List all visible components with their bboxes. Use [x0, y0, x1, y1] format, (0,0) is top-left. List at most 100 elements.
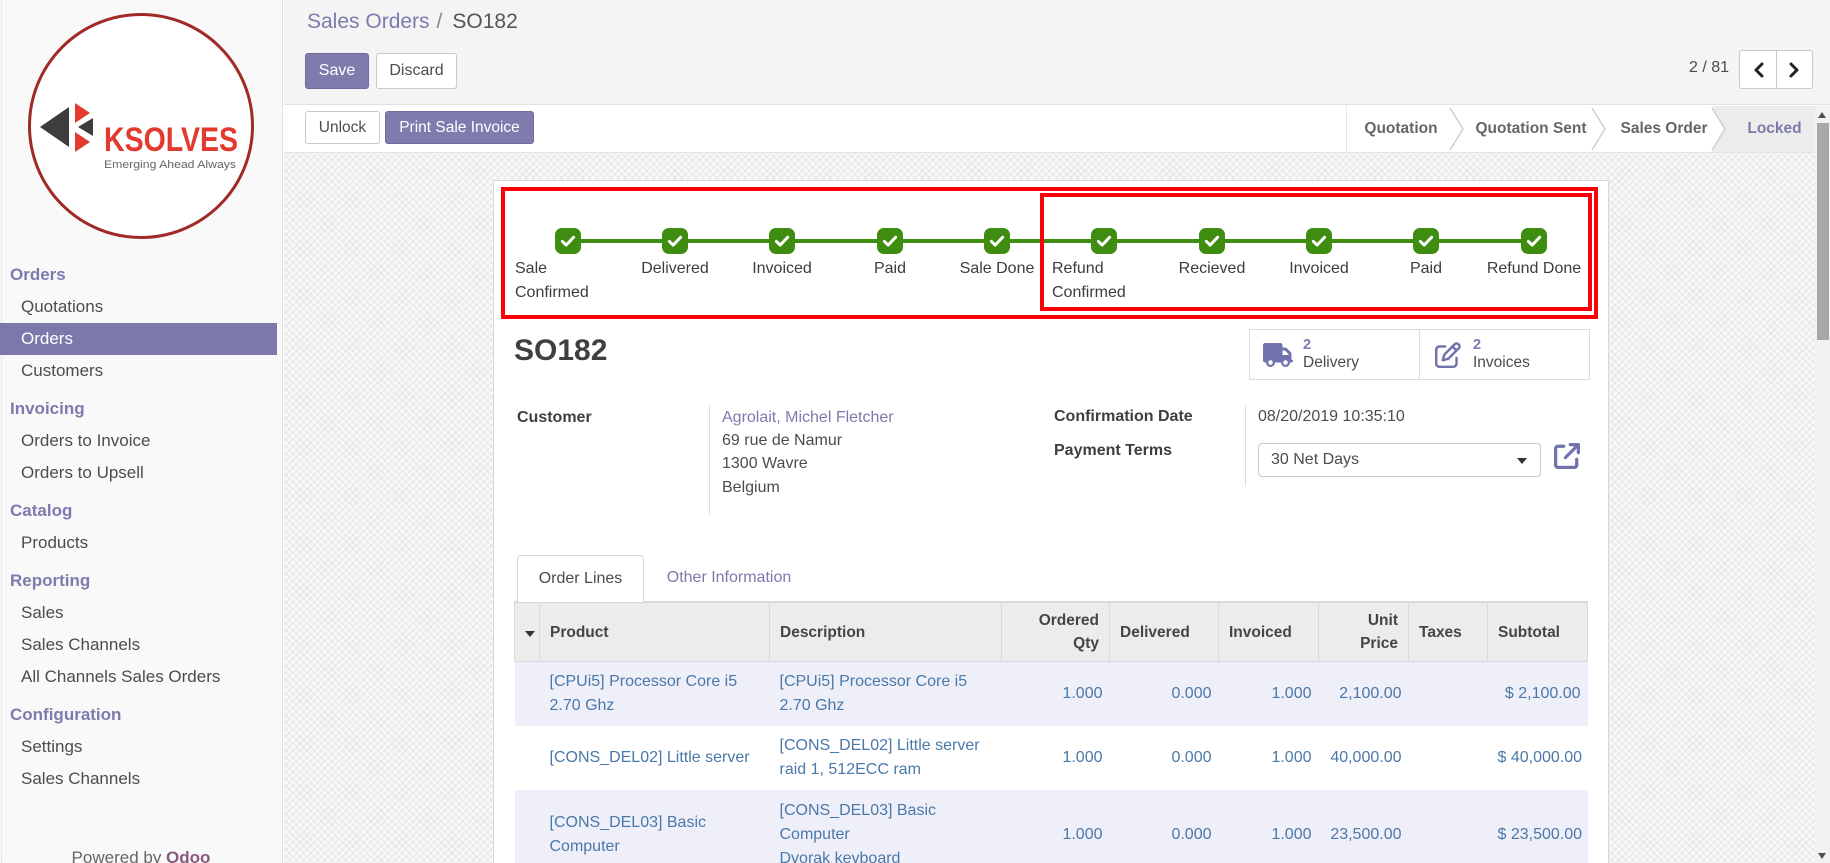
sidebar-item-orders-to-upsell[interactable]: Orders to Upsell — [21, 463, 144, 482]
cell-invoiced[interactable]: 1.000 — [1271, 685, 1312, 702]
order-line-row[interactable]: [CONS_DEL02] Little server [CONS_DEL02] … — [515, 726, 1588, 790]
sidebar-item-config-sales-channels[interactable]: Sales Channels — [21, 769, 141, 788]
column-product[interactable]: Product — [539, 602, 770, 662]
cell-unit-price[interactable]: 40,000.00 — [1330, 749, 1402, 766]
stat-buttons: 2 Delivery 2 Invoices — [1249, 329, 1590, 380]
status-sales-order[interactable]: Sales Order — [1620, 120, 1708, 137]
customer-address-city: 1300 Wavre — [722, 455, 808, 473]
tab-order-lines[interactable]: Order Lines — [517, 555, 644, 603]
sidebar-item-quotations[interactable]: Quotations — [21, 297, 104, 316]
cell-product[interactable]: [CONS_DEL03] Basic Computer — [549, 813, 707, 855]
column-delivered[interactable]: Delivered — [1109, 602, 1219, 662]
column-subtotal[interactable]: Subtotal — [1487, 602, 1588, 662]
status-quotation[interactable]: Quotation — [1364, 120, 1438, 137]
invoices-stat-button[interactable]: 2 Invoices — [1419, 330, 1589, 379]
cell-row-handle — [515, 790, 540, 863]
cell-invoiced[interactable]: 1.000 — [1271, 825, 1312, 843]
statusbar-arrow-icon — [1591, 107, 1606, 151]
workflow-check-refund-paid — [1413, 228, 1439, 254]
control-panel: Sales Orders / SO182 Save Discard 2 / 81 — [284, 0, 1830, 105]
check-icon — [989, 235, 1005, 247]
cell-invoiced[interactable]: 1.000 — [1271, 749, 1312, 766]
sidebar-item-settings[interactable]: Settings — [21, 737, 83, 756]
order-details-field-group: Confirmation Date Payment Terms 08/20/20… — [1051, 406, 1541, 486]
status-locked[interactable]: Locked — [1712, 106, 1815, 152]
cell-taxes[interactable] — [1409, 790, 1488, 863]
cell-description[interactable]: [CONS_DEL02] Little server raid 1, 512EC… — [779, 737, 980, 778]
caret-down-icon — [525, 630, 535, 637]
discard-button[interactable]: Discard — [376, 53, 457, 89]
cell-ordered-qty[interactable]: 1.000 — [1062, 685, 1103, 702]
save-button[interactable]: Save — [305, 53, 369, 89]
check-icon — [1204, 235, 1220, 247]
sidebar-section-invoicing: Invoicing — [10, 399, 85, 418]
check-icon — [560, 235, 576, 247]
cell-delivered[interactable]: 0.000 — [1171, 685, 1212, 702]
tab-other-information[interactable]: Other Information — [666, 569, 792, 586]
breadcrumb-separator: / — [436, 10, 443, 33]
optional-columns-toggle[interactable] — [514, 602, 540, 662]
vertical-scrollbar[interactable] — [1815, 106, 1830, 863]
external-link-icon[interactable] — [1554, 443, 1580, 469]
workflow-line — [568, 239, 1534, 243]
cell-product[interactable]: [CPUi5] Processor Core i5 2.70 Ghz — [549, 673, 738, 714]
scroll-up-icon[interactable] — [1818, 112, 1826, 118]
sidebar-item-orders-to-invoice[interactable]: Orders to Invoice — [21, 431, 151, 450]
cell-taxes[interactable] — [1409, 662, 1488, 727]
cell-subtotal[interactable]: $ 23,500.00 — [1497, 825, 1583, 843]
scroll-down-icon[interactable] — [1818, 853, 1826, 859]
column-invoiced[interactable]: Invoiced — [1218, 602, 1319, 662]
workflow-label-sale-done: Sale Done — [959, 260, 1035, 277]
delivery-stat-button[interactable]: 2 Delivery — [1250, 330, 1419, 379]
sidebar-item-sales[interactable]: Sales — [21, 603, 64, 622]
workflow-label-delivered: Delivered — [641, 260, 709, 277]
print-sale-invoice-button[interactable]: Print Sale Invoice — [385, 111, 534, 144]
sidebar-item-all-channels-sales-orders[interactable]: All Channels Sales Orders — [21, 667, 221, 686]
customer-field-group: Customer Agrolait, Michel Fletcher 69 ru… — [514, 406, 894, 514]
cell-subtotal[interactable]: $ 2,100.00 — [1504, 685, 1581, 702]
sidebar-item-orders[interactable]: Orders — [0, 323, 277, 355]
order-line-row[interactable]: [CPUi5] Processor Core i5 2.70 Ghz [CPUi… — [514, 661, 1588, 727]
unlock-button[interactable]: Unlock — [305, 111, 380, 144]
cell-row-handle — [515, 662, 540, 727]
order-line-row[interactable]: [CONS_DEL03] Basic Computer [CONS_DEL03]… — [514, 790, 1588, 863]
cell-product[interactable]: [CONS_DEL02] Little server — [549, 749, 750, 766]
breadcrumb: Sales Orders / SO182 — [307, 10, 518, 34]
cell-ordered-qty[interactable]: 1.000 — [1062, 749, 1103, 766]
column-taxes[interactable]: Taxes — [1408, 602, 1488, 662]
cell-ordered-qty[interactable]: 1.000 — [1062, 825, 1103, 843]
cell-unit-price[interactable]: 23,500.00 — [1330, 825, 1402, 843]
breadcrumb-sales-orders[interactable]: Sales Orders — [307, 10, 430, 33]
sidebar-item-sales-channels[interactable]: Sales Channels — [21, 635, 141, 654]
cell-unit-price[interactable]: 2,100.00 — [1339, 685, 1402, 702]
cell-delivered[interactable]: 0.000 — [1171, 749, 1212, 766]
pager-next-button[interactable] — [1776, 50, 1813, 89]
cell-subtotal[interactable]: $ 40,000.00 — [1497, 749, 1583, 766]
cell-delivered[interactable]: 0.000 — [1171, 825, 1212, 843]
workflow-check-sale-confirmed — [555, 228, 581, 254]
column-unit-price[interactable]: Unit Price — [1318, 602, 1409, 662]
pager-previous-button[interactable] — [1739, 50, 1776, 89]
column-description[interactable]: Description — [769, 602, 1002, 662]
delivery-count: 2 — [1303, 337, 1312, 353]
column-ordered-qty[interactable]: Ordered Qty — [1001, 602, 1110, 662]
cell-description[interactable]: [CONS_DEL03] Basic Computer Dvorak keybo… — [779, 801, 937, 863]
check-icon — [774, 235, 790, 247]
odoo-brand[interactable]: Odoo — [166, 848, 211, 863]
sidebar-item-customers[interactable]: Customers — [21, 361, 104, 380]
cell-description[interactable]: [CPUi5] Processor Core i5 2.70 Ghz — [779, 673, 968, 714]
invoices-count: 2 — [1473, 337, 1482, 353]
sidebar-item-products[interactable]: Products — [21, 533, 89, 552]
workflow-check-refund-confirmed — [1091, 228, 1117, 254]
form-toolbar: Unlock Print Sale Invoice Quotation Quot… — [284, 106, 1830, 153]
scrollbar-thumb[interactable] — [1816, 123, 1829, 340]
workflow-label-refund-done: Refund Done — [1486, 260, 1582, 277]
confirmation-date-value: 08/20/2019 10:35:10 — [1258, 408, 1405, 425]
customer-name-link[interactable]: Agrolait, Michel Fletcher — [722, 409, 894, 426]
sidebar-menu: Orders Quotations Orders Customers Invoi… — [0, 259, 277, 795]
status-quotation-sent[interactable]: Quotation Sent — [1475, 120, 1587, 137]
workflow-check-refund-invoiced — [1306, 228, 1332, 254]
payment-terms-select[interactable]: 30 Net Days — [1258, 443, 1541, 477]
workflow-check-sale-done — [984, 228, 1010, 254]
cell-taxes[interactable] — [1409, 726, 1488, 790]
